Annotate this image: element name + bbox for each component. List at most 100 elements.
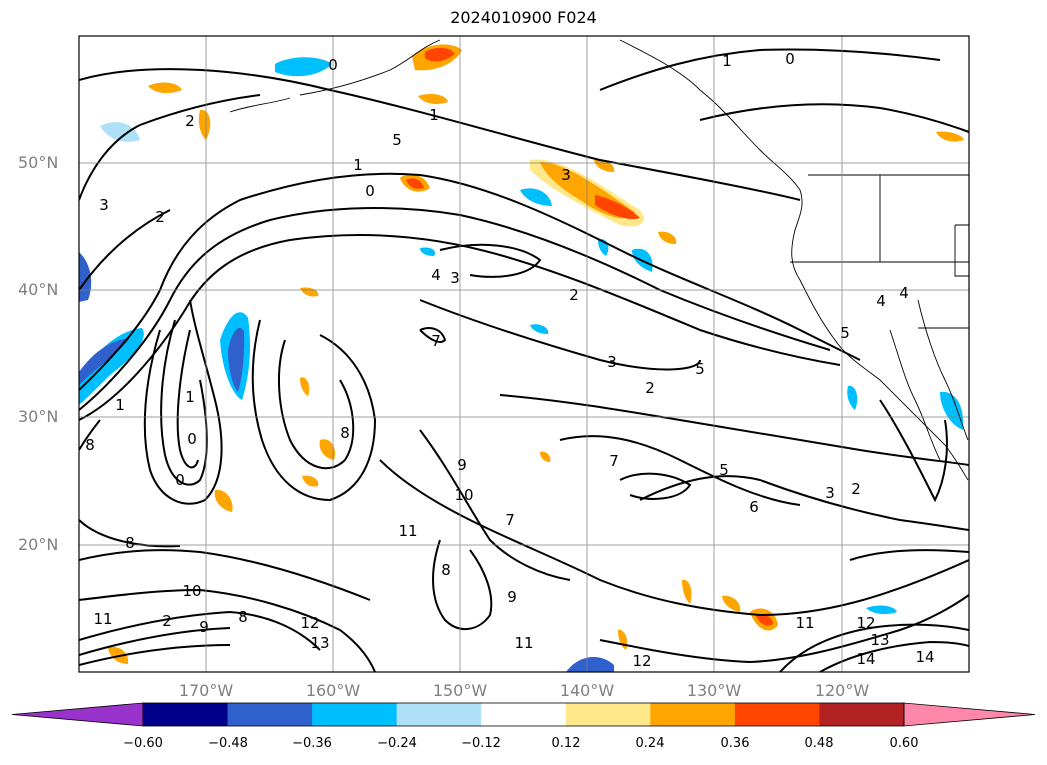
contour-label: 3 (825, 484, 835, 502)
blue-region (275, 57, 332, 77)
contour-label: 7 (609, 452, 619, 470)
contour-label: 8 (238, 608, 248, 626)
contour-label: 0 (365, 182, 375, 200)
colorbar-segment (227, 703, 313, 726)
contour-label: 3 (607, 353, 617, 371)
contour-label: 10 (182, 582, 201, 600)
graticule (79, 36, 969, 672)
contour-label: 11 (93, 610, 112, 628)
colorbar-segment (481, 703, 567, 726)
contour-label: 1 (429, 106, 439, 124)
contour-label: 12 (300, 614, 319, 632)
contour-label: 3 (450, 269, 460, 287)
contour-label: 5 (392, 131, 402, 149)
colorbar-tick: 0.60 (889, 736, 919, 751)
contour-label: 1 (115, 396, 125, 414)
blue-region (79, 328, 144, 405)
contour-label: 0 (328, 56, 338, 74)
orange-region (936, 131, 964, 142)
orange-region (214, 489, 233, 512)
map-frame (78, 35, 970, 673)
contour-label: 9 (507, 588, 517, 606)
blue-region (866, 605, 897, 615)
map-panel: 0 1 1 2 3 1 5 1 0 3 2 4 3 2 7 3 2 5 0 1 … (78, 35, 970, 673)
orange-region (300, 377, 310, 396)
map-title: 2024010900 F024 (450, 8, 597, 27)
colorbar-tick: −0.60 (123, 736, 163, 751)
contour-label: 5 (719, 461, 729, 479)
blue-region (530, 324, 549, 334)
lon-label: 170°W (178, 681, 234, 700)
contour-label: 8 (85, 436, 95, 454)
orange-region (618, 629, 628, 650)
lat-label: 20°N (18, 535, 59, 554)
orange-region (198, 109, 211, 140)
contour-label: 6 (749, 498, 759, 516)
contour-label: 3 (99, 196, 109, 214)
contour-label: 12 (856, 614, 875, 632)
contour-label: 4 (899, 284, 909, 302)
colorbar-segment (734, 703, 820, 726)
contour-label: 3 (561, 166, 571, 184)
contour-label: 1 (185, 388, 195, 406)
contour-label: 13 (870, 631, 889, 649)
contour-label: 0 (785, 50, 795, 68)
contour-label: 8 (340, 424, 350, 442)
contour-label: 0 (175, 471, 185, 489)
colorbar-segment (396, 703, 482, 726)
colorbar-segment (565, 703, 651, 726)
colorbar-tick: −0.12 (461, 736, 501, 751)
colorbar-tick: −0.36 (292, 736, 332, 751)
contour-label: 8 (441, 561, 451, 579)
contour-label: 14 (856, 650, 875, 668)
contour-lines (79, 48, 969, 672)
contour-label: 2 (185, 112, 195, 130)
lon-label: 120°W (814, 681, 870, 700)
contour-label: 2 (155, 208, 165, 226)
blue-region (228, 327, 245, 392)
contour-label: 2 (569, 286, 579, 304)
orange-region (300, 287, 319, 297)
colorbar-tick: 0.24 (635, 736, 665, 751)
lon-label: 160°W (305, 681, 361, 700)
lat-label: 30°N (18, 407, 59, 426)
orange-region (418, 94, 448, 104)
contour-label: 13 (310, 634, 329, 652)
lat-label: 40°N (18, 280, 59, 299)
orange-region (682, 579, 692, 604)
lat-label: 50°N (18, 153, 59, 172)
colorbar-tick: −0.24 (377, 736, 417, 751)
blue-region (566, 656, 614, 672)
colorbar-extend-high (903, 702, 1036, 727)
colorbar-tick: 0.36 (720, 736, 750, 751)
contour-label: 4 (431, 266, 441, 284)
orange-region (319, 439, 336, 460)
contour-label: 11 (795, 614, 814, 632)
blue-region (420, 247, 436, 256)
colorbar-tick: −0.48 (208, 736, 248, 751)
lon-label: 140°W (559, 681, 615, 700)
contour-label: 8 (125, 534, 135, 552)
colorbar-segment (143, 703, 229, 726)
contour-label: 5 (695, 360, 705, 378)
contour-label: 11 (398, 522, 417, 540)
orange-region (756, 614, 773, 626)
orange-region (425, 47, 455, 62)
contour-labels: 0 1 1 2 3 1 5 1 0 3 2 4 3 2 7 3 2 5 0 1 … (85, 50, 934, 670)
blue-region (100, 122, 140, 142)
contour-label: 9 (457, 456, 467, 474)
orange-region (595, 195, 640, 220)
blue-region (940, 391, 964, 430)
contour-label: 5 (840, 324, 850, 342)
blue-region (847, 385, 858, 410)
contour-label: 10 (454, 486, 473, 504)
colorbar-extend-low (11, 702, 144, 727)
blue-region (520, 188, 552, 206)
colorbar-tick: 0.48 (804, 736, 834, 751)
coastlines (229, 39, 969, 481)
colorbar-frame (142, 702, 905, 727)
contour-label: 0 (187, 430, 197, 448)
orange-region (540, 451, 551, 462)
colorbar-segment (312, 703, 398, 726)
orange-region (658, 231, 677, 244)
